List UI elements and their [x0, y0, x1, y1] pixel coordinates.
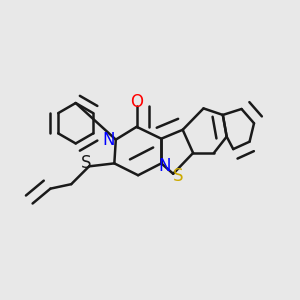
Text: N: N: [158, 157, 170, 175]
Text: S: S: [173, 167, 184, 185]
Text: O: O: [130, 93, 143, 111]
Text: S: S: [81, 154, 91, 172]
Text: N: N: [102, 130, 115, 148]
